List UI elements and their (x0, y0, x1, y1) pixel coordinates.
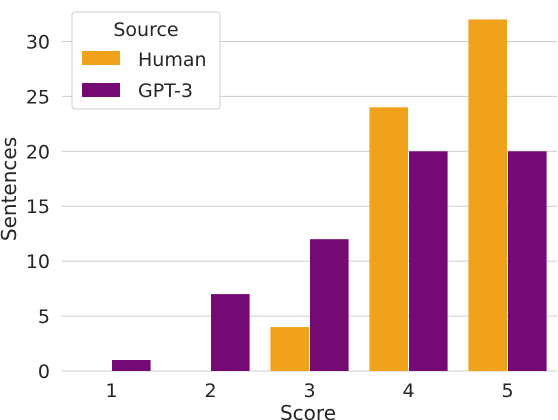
y-tick-label: 15 (26, 196, 50, 218)
bars (112, 19, 547, 372)
y-tick-labels: 0 5 10 15 20 25 30 (26, 31, 50, 383)
x-tick-label: 1 (105, 380, 117, 402)
bar-gpt3-5 (508, 151, 547, 371)
bar-gpt3-1 (112, 360, 151, 371)
legend-swatch-human (82, 51, 120, 65)
x-tick-labels: 1 2 3 4 5 (105, 380, 513, 402)
x-tick-label: 4 (402, 380, 414, 402)
x-axis-label: Score (280, 401, 336, 420)
legend-label-human: Human (138, 49, 207, 71)
y-axis-label: Sentences (0, 137, 21, 241)
legend: Source Human GPT-3 (71, 11, 221, 110)
y-tick-label: 25 (26, 86, 50, 108)
legend-swatch-gpt3 (82, 83, 120, 97)
bar-gpt3-2 (211, 294, 250, 371)
bar-gpt3-4 (409, 151, 448, 371)
legend-label-gpt3: GPT-3 (138, 80, 193, 102)
x-tick-label: 5 (501, 380, 513, 402)
y-tick-label: 30 (26, 31, 50, 53)
y-tick-label: 5 (38, 306, 50, 328)
y-tick-label: 10 (26, 251, 50, 273)
bar-human-5 (468, 19, 507, 372)
x-tick-label: 2 (204, 380, 216, 402)
bar-gpt3-3 (310, 239, 349, 371)
bar-human-4 (369, 107, 408, 371)
y-tick-label: 20 (26, 141, 50, 163)
y-tick-label: 0 (38, 361, 50, 383)
legend-title: Source (113, 19, 178, 41)
x-tick-label: 3 (303, 380, 315, 402)
bar-human-3 (270, 327, 309, 371)
